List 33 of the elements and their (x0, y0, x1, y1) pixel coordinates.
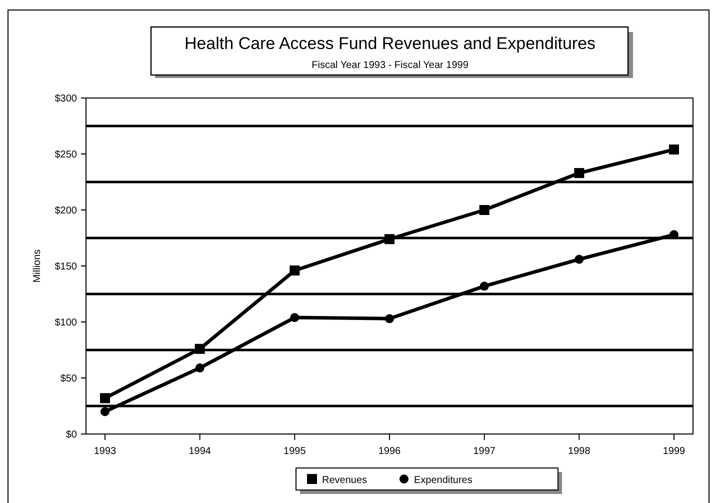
point (669, 144, 679, 155)
legend-label: Revenues (322, 475, 368, 486)
x-tick-label: 1994 (188, 446, 212, 457)
point (670, 230, 678, 240)
point (479, 205, 490, 215)
x-tick-label: 1997 (473, 446, 496, 457)
point (384, 234, 394, 244)
y-tick-label: $50 (60, 374, 78, 384)
chart-subtitle: Fiscal Year 1993 - Fiscal Year 1999 (312, 60, 469, 71)
y-tick-label: $150 (54, 262, 78, 272)
point (574, 254, 584, 264)
y-axis-title: Millions (32, 249, 43, 283)
point (290, 265, 300, 276)
x-tick-label: 1998 (568, 446, 591, 457)
point (100, 407, 110, 416)
point (480, 282, 489, 291)
point (100, 393, 110, 404)
point (574, 168, 584, 178)
point (385, 314, 394, 324)
point (290, 313, 300, 322)
y-tick-label: $250 (54, 150, 78, 160)
x-tick-label: 1996 (378, 446, 402, 457)
y-tick-label: $0 (66, 430, 78, 440)
y-tick-label: $300 (54, 94, 78, 104)
y-tick-label: $200 (54, 206, 78, 216)
point (195, 363, 204, 372)
x-tick-label: 1999 (662, 446, 686, 457)
legend-label: Expenditures (414, 475, 472, 486)
x-tick-label: 1993 (94, 446, 117, 457)
point (194, 344, 205, 354)
x-tick-label: 1995 (284, 446, 306, 457)
chart-title: Health Care Access Fund Revenues and Expenditures (184, 34, 596, 53)
y-tick-label: $100 (54, 318, 78, 328)
